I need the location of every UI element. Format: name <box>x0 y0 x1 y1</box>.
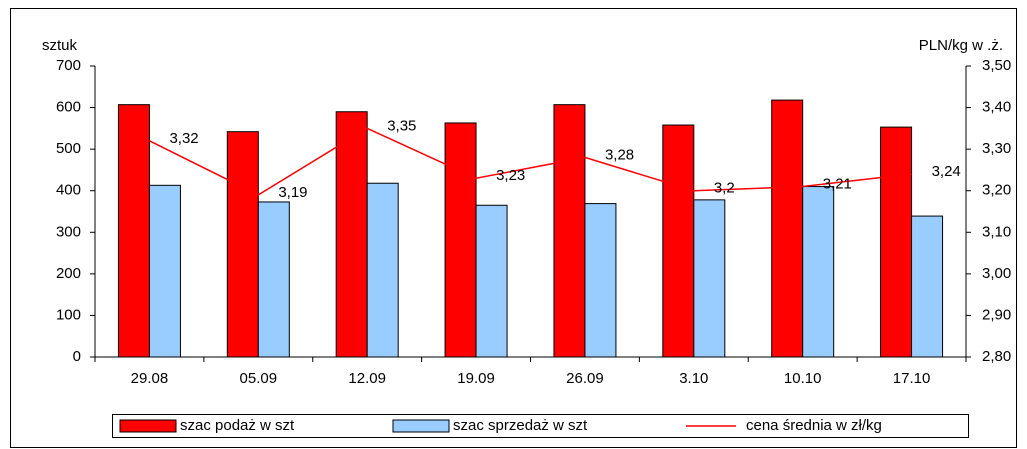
bar <box>366 182 399 358</box>
y-tick-label: 100 <box>56 306 81 323</box>
bar <box>911 215 944 358</box>
bar <box>880 126 913 358</box>
y2-axis-label: PLN/kg w .ż. <box>919 37 1003 54</box>
bar <box>662 124 695 358</box>
y2-tick-label: 3,50 <box>982 57 1011 74</box>
y-tick-label: 0 <box>73 348 81 365</box>
y2-tick-label: 3,30 <box>982 140 1011 157</box>
x-tick-label: 3.10 <box>679 370 708 387</box>
x-tick-label: 29.08 <box>131 370 169 387</box>
bar <box>257 201 290 358</box>
data-label: 3,28 <box>605 146 634 163</box>
bar <box>148 184 181 358</box>
x-tick-label: 10.10 <box>784 370 822 387</box>
y-tick-label: 500 <box>56 140 81 157</box>
y-tick-label: 400 <box>56 182 81 199</box>
y-axis-label: sztuk <box>42 37 78 54</box>
y2-tick-label: 2,90 <box>982 306 1011 323</box>
bar <box>444 122 477 358</box>
bar <box>771 99 804 358</box>
data-label: 3,2 <box>714 180 735 197</box>
bar <box>475 204 508 358</box>
y-tick-label: 600 <box>56 99 81 116</box>
data-label: 3,19 <box>278 184 307 201</box>
data-label: 3,35 <box>387 117 416 134</box>
bar <box>693 199 726 358</box>
bar <box>802 186 835 358</box>
bar <box>553 104 586 358</box>
legend-box <box>112 414 969 438</box>
legend-label: szac podaż w szt <box>180 417 295 434</box>
x-tick-label: 19.09 <box>457 370 495 387</box>
legend-label: cena średnia w zł/kg <box>746 417 882 434</box>
y-tick-label: 300 <box>56 223 81 240</box>
x-tick-label: 26.09 <box>566 370 604 387</box>
bar <box>335 111 368 358</box>
bar <box>584 203 617 358</box>
legend-label: szac sprzedaż w szt <box>453 417 588 434</box>
y2-tick-label: 3,20 <box>982 182 1011 199</box>
data-label: 3,23 <box>496 167 525 184</box>
y2-tick-label: 2,80 <box>982 348 1011 365</box>
line <box>149 127 912 196</box>
bar <box>117 104 150 358</box>
legend-swatch <box>119 419 177 433</box>
y-tick-label: 200 <box>56 265 81 282</box>
y2-tick-label: 3,40 <box>982 99 1011 116</box>
x-tick-label: 05.09 <box>240 370 278 387</box>
y2-tick-label: 3,00 <box>982 265 1011 282</box>
data-label: 3,21 <box>823 176 852 193</box>
bar <box>226 131 259 358</box>
x-tick-label: 17.10 <box>893 370 931 387</box>
y2-tick-label: 3,10 <box>982 223 1011 240</box>
y-tick-label: 700 <box>56 57 81 74</box>
legend-swatch <box>392 419 450 433</box>
data-label: 3,24 <box>932 163 961 180</box>
x-tick-label: 12.09 <box>348 370 386 387</box>
data-label: 3,32 <box>169 130 198 147</box>
